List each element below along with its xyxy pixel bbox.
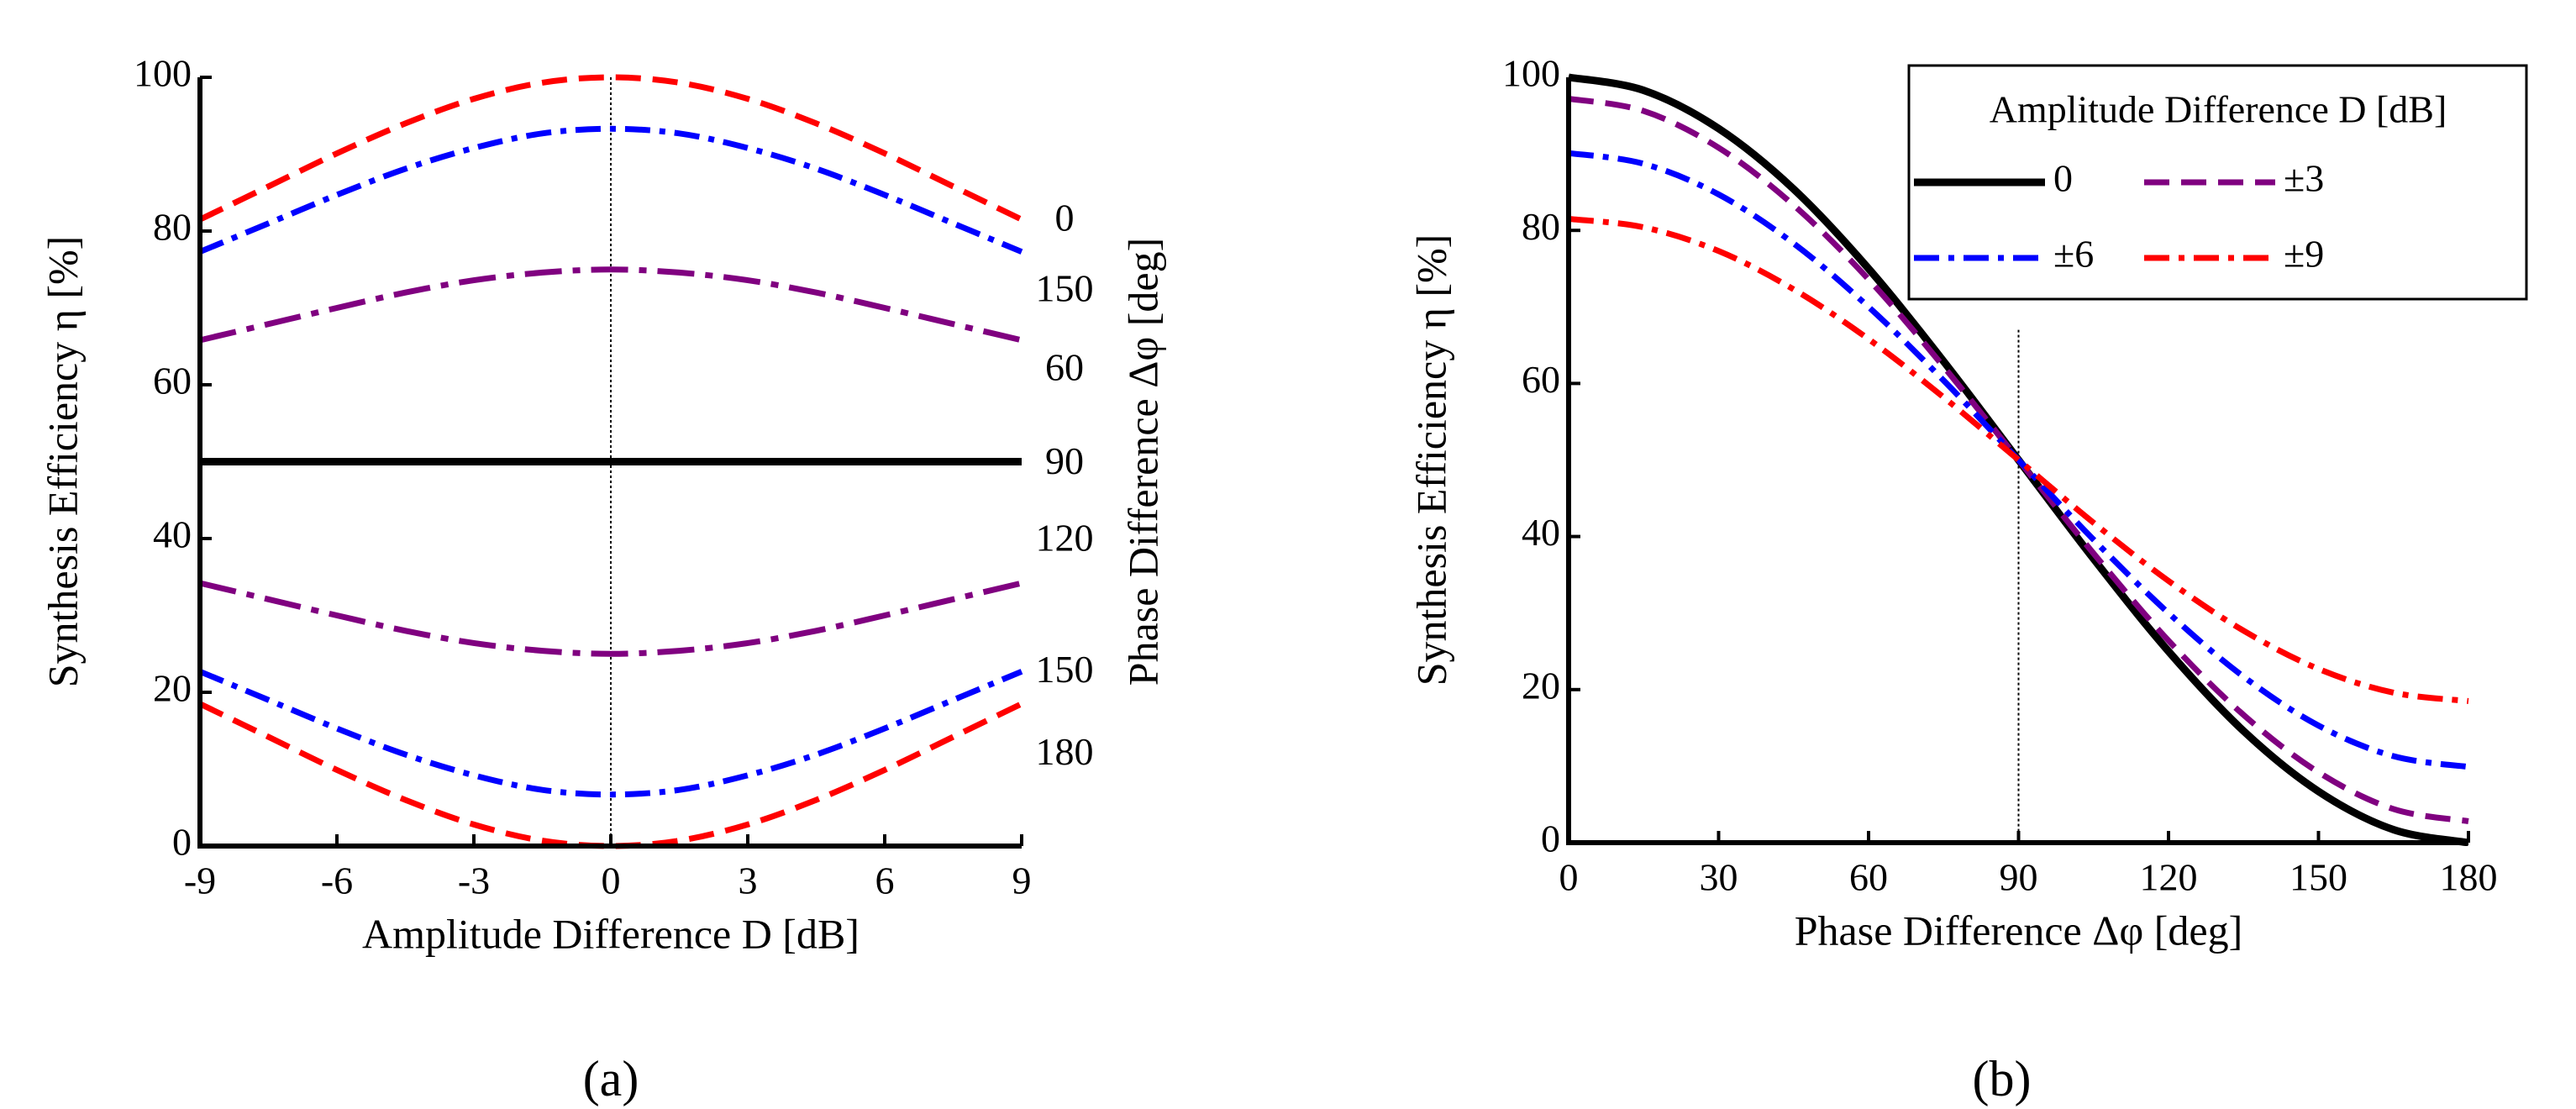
series-line	[200, 74, 1023, 223]
x-tick-label: 0	[602, 859, 621, 902]
x-tick-label: 180	[2440, 856, 2498, 899]
x-tick-label: 0	[1559, 856, 1579, 899]
legend-title: Amplitude Difference D [dB]	[1990, 88, 2447, 131]
series-label: 120	[1036, 517, 1094, 560]
y-axis-label: Synthesis Efficiency η [%]	[1407, 234, 1454, 686]
x-tick-label: 90	[2000, 856, 2038, 899]
x-tick-label: -6	[321, 859, 353, 902]
series-line	[200, 669, 1023, 798]
x-tick-label: 6	[875, 859, 895, 902]
x-tick-label: 3	[739, 859, 758, 902]
legend-label: ±6	[2053, 233, 2094, 276]
y-tick-label: 80	[1522, 205, 1560, 248]
y-tick-label: 60	[153, 360, 192, 402]
x-tick-label: -9	[184, 859, 216, 902]
y-tick-label: 40	[1522, 511, 1560, 554]
x-tick-label: 120	[2140, 856, 2198, 899]
series-line	[1569, 216, 2469, 704]
legend-label: ±9	[2284, 233, 2324, 276]
right-axis-label: Phase Difference Δφ [deg]	[1119, 238, 1166, 686]
y-tick-label: 100	[1502, 52, 1560, 95]
legend-label: ±3	[2284, 157, 2324, 200]
series-label: 150	[1036, 267, 1094, 310]
y-tick-label: 40	[153, 513, 192, 556]
series-line	[200, 701, 1023, 849]
y-tick-label: 60	[1522, 358, 1560, 401]
series-label: 180	[1036, 730, 1094, 773]
x-tick-label: 60	[1849, 856, 1888, 899]
legend-label: 0	[2053, 157, 2073, 200]
series-line	[200, 266, 1023, 344]
y-tick-label: 20	[1522, 664, 1560, 707]
x-tick-label: 150	[2289, 856, 2347, 899]
x-tick-label: -3	[458, 859, 490, 902]
y-axis-label: Synthesis Efficiency η [%]	[39, 236, 86, 688]
series-line	[1569, 150, 2469, 770]
caption: (a)	[583, 1051, 639, 1106]
series-label: 90	[1045, 439, 1084, 482]
y-tick-label: 0	[1541, 817, 1560, 860]
series-label: 0	[1055, 196, 1075, 239]
x-tick-label: 9	[1012, 859, 1032, 902]
series-line	[200, 580, 1023, 657]
y-tick-label: 100	[134, 52, 192, 95]
x-tick-label: 30	[1700, 856, 1738, 899]
series-line	[200, 125, 1023, 255]
y-tick-label: 0	[172, 821, 192, 864]
x-axis-label: Phase Difference Δφ [deg]	[1795, 907, 2242, 954]
y-tick-label: 20	[153, 667, 192, 710]
y-tick-label: 80	[153, 206, 192, 249]
caption: (b)	[1973, 1051, 2032, 1106]
x-axis-label: Amplitude Difference D [dB]	[362, 910, 860, 957]
series-label: 150	[1036, 648, 1094, 691]
series-label: 60	[1045, 345, 1084, 388]
